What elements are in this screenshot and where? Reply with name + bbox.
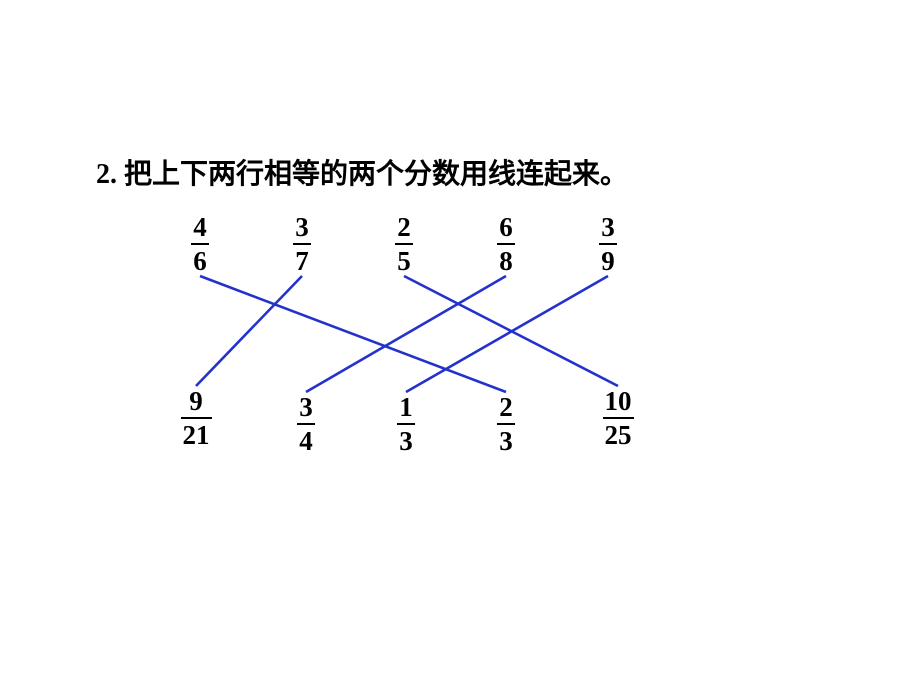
bottom-fraction-4: 1025: [603, 386, 634, 450]
fraction-numerator: 9: [181, 386, 212, 416]
fraction-denominator: 9: [599, 246, 617, 276]
top-fraction-0: 46: [191, 212, 209, 276]
fraction-bar: [397, 423, 415, 425]
bottom-fraction-3: 23: [497, 392, 515, 456]
fraction-denominator: 7: [293, 246, 311, 276]
fraction-bar: [297, 423, 315, 425]
fraction-bar: [497, 243, 515, 245]
connection-line-4: [406, 276, 608, 392]
question-title: 2. 把上下两行相等的两个分数用线连起来。: [96, 152, 628, 192]
bottom-fraction-0: 921: [181, 386, 212, 450]
top-fraction-1: 37: [293, 212, 311, 276]
fraction-bar: [603, 417, 634, 419]
connection-line-0: [200, 276, 506, 392]
fraction-denominator: 6: [191, 246, 209, 276]
fraction-numerator: 2: [395, 212, 413, 242]
fraction-numerator: 6: [497, 212, 515, 242]
fraction-bar: [395, 243, 413, 245]
fraction-numerator: 10: [603, 386, 634, 416]
fraction-denominator: 5: [395, 246, 413, 276]
fraction-denominator: 25: [603, 420, 634, 450]
top-fraction-4: 39: [599, 212, 617, 276]
top-fraction-2: 25: [395, 212, 413, 276]
fraction-numerator: 4: [191, 212, 209, 242]
bottom-fraction-1: 34: [297, 392, 315, 456]
connection-line-3: [306, 276, 506, 392]
fraction-denominator: 3: [497, 426, 515, 456]
bottom-fraction-2: 13: [397, 392, 415, 456]
top-fraction-3: 68: [497, 212, 515, 276]
fraction-denominator: 8: [497, 246, 515, 276]
fraction-denominator: 3: [397, 426, 415, 456]
connection-line-2: [404, 276, 618, 386]
fraction-numerator: 3: [293, 212, 311, 242]
fraction-numerator: 3: [297, 392, 315, 422]
connection-lines: [0, 0, 920, 690]
fraction-bar: [191, 243, 209, 245]
fraction-numerator: 2: [497, 392, 515, 422]
fraction-bar: [181, 417, 212, 419]
fraction-numerator: 1: [397, 392, 415, 422]
connection-line-1: [196, 276, 302, 386]
fraction-bar: [293, 243, 311, 245]
fraction-denominator: 4: [297, 426, 315, 456]
fraction-numerator: 3: [599, 212, 617, 242]
fraction-denominator: 21: [181, 420, 212, 450]
fraction-bar: [599, 243, 617, 245]
fraction-bar: [497, 423, 515, 425]
